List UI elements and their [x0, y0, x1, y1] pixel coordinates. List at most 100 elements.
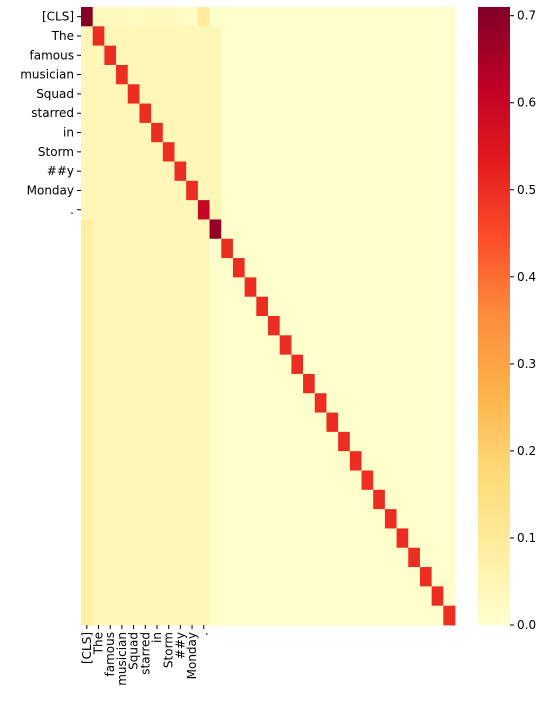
heatmap-cell: [314, 296, 327, 317]
heatmap-cell: [174, 238, 187, 259]
heatmap-cell: [92, 7, 105, 27]
heatmap-cell: [221, 489, 234, 510]
heatmap-cell: [279, 238, 292, 259]
heatmap-cell: [232, 567, 246, 587]
heatmap-cell: [349, 373, 362, 394]
heatmap-cell: [244, 528, 257, 549]
heatmap-cell: [186, 200, 199, 220]
heatmap-cell: [127, 470, 140, 491]
heatmap-cell: [104, 142, 117, 162]
heatmap-cell: [268, 412, 281, 433]
heatmap-cell: [186, 509, 199, 529]
heatmap-cell: [279, 605, 292, 626]
heatmap-cell: [186, 316, 199, 336]
heatmap-cell: [151, 200, 164, 220]
heatmap-cell: [151, 412, 164, 433]
heatmap-cell: [443, 470, 456, 491]
heatmap-cell: [384, 528, 397, 549]
heatmap-cell: [338, 296, 351, 317]
heatmap-cell: [174, 335, 187, 356]
heatmap-cell: [291, 451, 304, 471]
heatmap-cell: [139, 586, 152, 607]
heatmap-cell: [314, 64, 327, 85]
heatmap-cell: [256, 26, 269, 47]
heatmap-cell: [268, 605, 281, 626]
heatmap-cell: [92, 586, 105, 607]
heatmap-cell: [151, 547, 164, 568]
heatmap-cell: [303, 393, 316, 413]
heatmap-cell: [81, 316, 94, 336]
heatmap-cell: [408, 586, 421, 607]
heatmap-cell: [116, 180, 129, 201]
heatmap-cell: [81, 509, 94, 529]
heatmap-cell: [256, 200, 269, 220]
heatmap-cell: [396, 470, 409, 491]
heatmap-cell: [232, 219, 246, 240]
heatmap-cell: [396, 412, 409, 433]
heatmap-cell: [291, 296, 304, 317]
heatmap-cell: [162, 161, 175, 182]
heatmap-cell: [279, 431, 292, 452]
heatmap-cell: [373, 277, 386, 298]
heatmap-cell: [162, 316, 175, 336]
heatmap-cell: [104, 470, 117, 491]
heatmap-cell: [256, 509, 269, 529]
heatmap-cell: [384, 373, 397, 394]
heatmap-cell: [303, 567, 316, 587]
heatmap-cell: [127, 200, 140, 220]
heatmap-cell: [162, 605, 175, 626]
heatmap-cell: [232, 528, 246, 549]
heatmap-cell: [116, 470, 129, 491]
heatmap-cell: [221, 586, 234, 607]
heatmap-cell: [116, 45, 129, 66]
heatmap-cell: [162, 84, 175, 104]
heatmap-cell: [92, 45, 105, 66]
heatmap-cell: [349, 509, 362, 529]
heatmap-cell: [268, 470, 281, 491]
heatmap-cell: [162, 567, 175, 587]
heatmap-cell: [373, 528, 386, 549]
heatmap-cell: [256, 45, 269, 66]
heatmap-cell: [116, 122, 129, 143]
heatmap-cell: [408, 238, 421, 259]
heatmap-cell: [104, 84, 117, 104]
x-tick-label: in: [150, 632, 164, 643]
heatmap-cell: [408, 7, 421, 27]
heatmap-cell: [326, 605, 339, 626]
heatmap-cell: [314, 547, 327, 568]
heatmap-cell: [373, 45, 386, 66]
heatmap-cell: [209, 7, 222, 27]
heatmap-cell: [349, 316, 362, 336]
heatmap-cell: [151, 219, 164, 240]
heatmap-cell: [349, 7, 362, 27]
heatmap-cell: [174, 161, 187, 182]
heatmap-cell: [174, 412, 187, 433]
heatmap-cell: [268, 238, 281, 259]
heatmap-cell: [116, 258, 129, 278]
heatmap-cell: [396, 180, 409, 201]
heatmap-cell: [209, 489, 222, 510]
heatmap-cell: [174, 509, 187, 529]
heatmap-cell: [279, 509, 292, 529]
heatmap-cell: [314, 219, 327, 240]
heatmap-cell: [197, 489, 210, 510]
heatmap-cell: [151, 7, 164, 27]
heatmap-cell: [256, 451, 269, 471]
heatmap-cell: [116, 547, 129, 568]
heatmap-cell: [197, 45, 210, 66]
heatmap-cell: [116, 238, 129, 259]
heatmap-cell: [361, 142, 374, 162]
heatmap-cell: [408, 200, 421, 220]
heatmap-cell: [209, 335, 222, 356]
heatmap-cell: [419, 393, 433, 413]
heatmap-cell: [221, 161, 234, 182]
heatmap-cell: [186, 64, 199, 85]
heatmap-cell: [116, 373, 129, 394]
heatmap-cell: [92, 161, 105, 182]
heatmap-cell: [338, 219, 351, 240]
heatmap-cell: [338, 586, 351, 607]
heatmap-cell: [326, 161, 339, 182]
heatmap-cell: [361, 586, 374, 607]
heatmap-cell: [361, 373, 374, 394]
